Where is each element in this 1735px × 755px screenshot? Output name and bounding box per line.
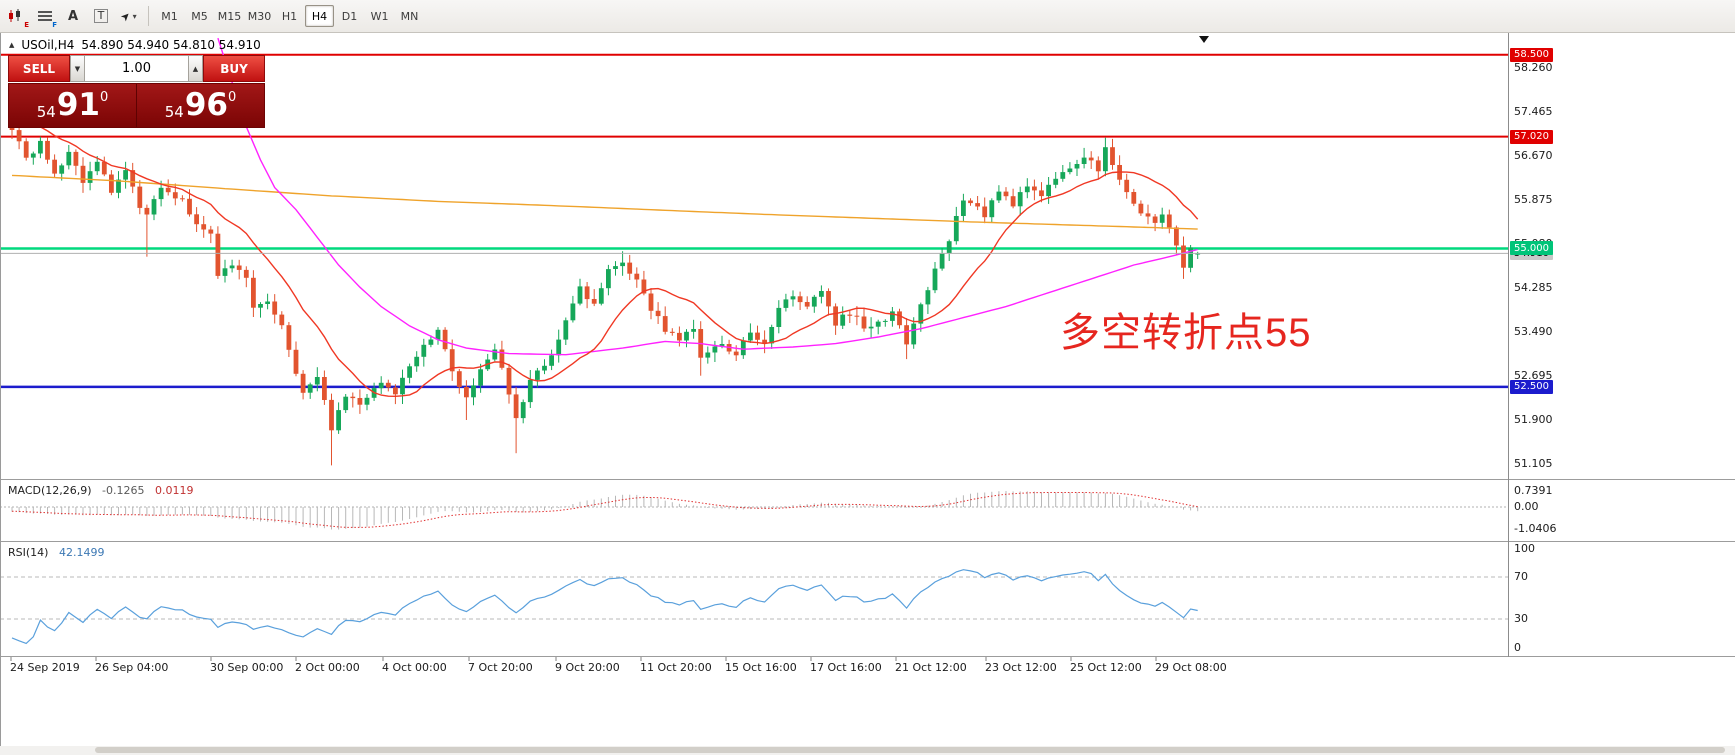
price-axis-border <box>1508 33 1509 657</box>
panel-separator <box>0 656 1735 657</box>
quote-direction-icon: ▲ <box>9 41 15 49</box>
textbox-tool-icon[interactable]: T <box>88 3 114 29</box>
scrollbar-thumb[interactable] <box>95 747 1725 753</box>
timeframe-bar: M1 M5 M15 M30 H1 H4 D1 W1 MN <box>155 5 424 27</box>
timeframe-h1[interactable]: H1 <box>281 9 298 23</box>
symbol-quote: ▲ USOil,H4 54.890 54.940 54.810 54.910 <box>9 38 261 52</box>
panel-separator[interactable] <box>0 541 1735 542</box>
toolbar-separator <box>148 6 149 26</box>
rsi-indicator-label: RSI(14) 42.1499 <box>8 546 111 559</box>
timeframe-m5[interactable]: M5 <box>191 9 208 23</box>
timeframe-d1[interactable]: D1 <box>341 9 358 23</box>
sell-button[interactable]: SELL <box>8 55 70 82</box>
timeframe-w1[interactable]: W1 <box>370 9 389 23</box>
buy-price-pips: 96 <box>184 87 228 123</box>
macd-title: MACD(12,26,9) <box>8 484 92 497</box>
timeframe-m30[interactable]: M30 <box>247 9 272 23</box>
sell-price-int: 54 <box>36 102 56 121</box>
macd-indicator-label: MACD(12,26,9) -0.1265 0.0119 <box>8 484 201 497</box>
chart-candles-icon[interactable]: E <box>4 3 30 29</box>
chart-annotation-text[interactable]: 多空转折点55 <box>1060 311 1312 355</box>
buy-button[interactable]: BUY <box>203 55 265 82</box>
toolbar: E F A T ➤ ▾ M1 M5 M15 M30 H1 H4 D1 W1 MN <box>0 0 1735 33</box>
cursor-tool-icon[interactable]: ➤ ▾ <box>118 8 137 24</box>
chevron-up-icon: ▲ <box>192 64 199 73</box>
buy-price-pipette: 0 <box>227 90 237 105</box>
toolbar-icon-group: E F A T ➤ ▾ <box>4 3 142 29</box>
macd-value-main: -0.1265 <box>102 484 145 497</box>
volume-increase-button[interactable]: ▲ <box>188 55 203 82</box>
timeframe-mn[interactable]: MN <box>400 9 419 23</box>
timeframe-m1[interactable]: M1 <box>161 9 178 23</box>
timeframe-m15[interactable]: M15 <box>217 9 242 23</box>
sell-price-pipette: 0 <box>99 90 109 105</box>
quote-ohlc: 54.890 54.940 54.810 54.910 <box>81 38 261 52</box>
autoscroll-marker-icon[interactable] <box>1199 36 1209 43</box>
timeframe-h4[interactable]: H4 <box>305 5 334 27</box>
volume-decrease-button[interactable]: ▼ <box>70 55 85 82</box>
symbol-name: USOil,H4 <box>21 38 75 52</box>
panel-separator[interactable] <box>0 479 1735 480</box>
buy-price[interactable]: 54 96 0 <box>137 84 264 127</box>
buy-price-int: 54 <box>164 102 184 121</box>
one-click-trading-panel: SELL ▼ ▲ BUY 54 91 0 54 96 0 <box>8 55 265 128</box>
sell-price-pips: 91 <box>56 87 100 123</box>
volume-input[interactable] <box>85 55 188 82</box>
sell-price[interactable]: 54 91 0 <box>9 84 137 127</box>
macd-value-signal: 0.0119 <box>155 484 194 497</box>
rsi-value: 42.1499 <box>58 546 105 559</box>
text-annotation-icon[interactable]: A <box>67 8 79 24</box>
horizontal-scrollbar[interactable] <box>0 746 1735 755</box>
window-left-border <box>0 0 1 755</box>
rsi-title: RSI(14) <box>8 546 49 559</box>
chart-lines-icon[interactable]: F <box>38 11 57 29</box>
chevron-down-icon: ▼ <box>74 64 81 73</box>
